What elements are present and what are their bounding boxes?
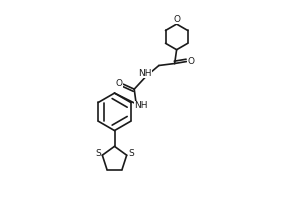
Text: O: O	[188, 57, 195, 66]
Text: O: O	[116, 79, 122, 88]
Text: S: S	[95, 149, 101, 158]
Text: O: O	[173, 15, 180, 24]
Text: NH: NH	[134, 101, 148, 110]
Text: S: S	[128, 149, 134, 158]
Text: NH: NH	[138, 69, 152, 78]
